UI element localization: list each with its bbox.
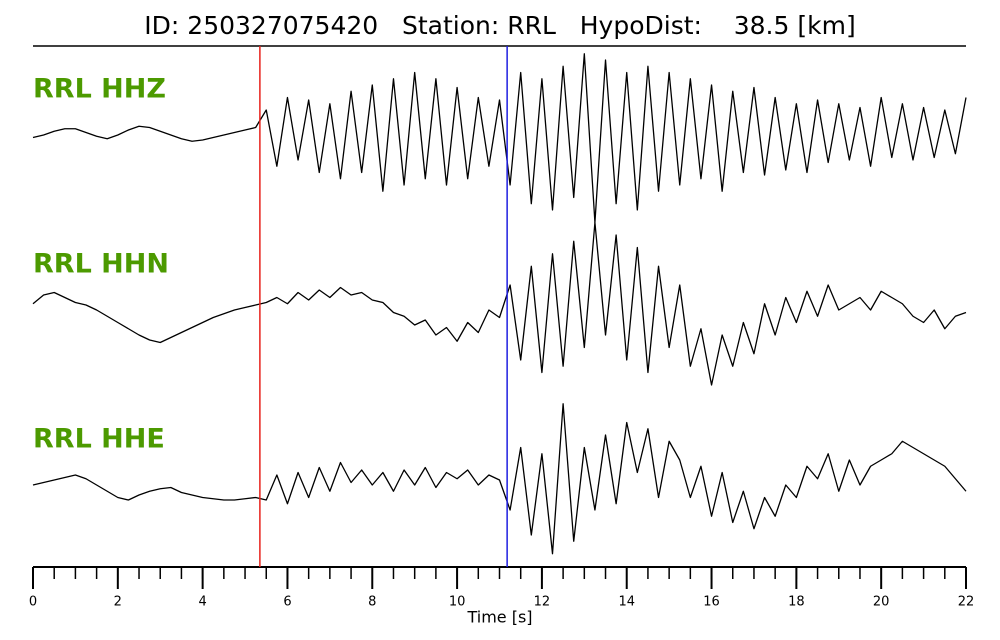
trace bbox=[32, 221, 967, 386]
x-tick-label: 12 bbox=[534, 595, 551, 610]
x-tick-label: 6 bbox=[283, 595, 291, 610]
trace bbox=[32, 403, 967, 555]
x-tick-label: 4 bbox=[198, 595, 206, 610]
chart-title: ID: 250327075420 Station: RRL HypoDist: … bbox=[144, 11, 855, 40]
trace-label: RRL HHZ bbox=[33, 74, 166, 105]
x-tick-label: 22 bbox=[958, 595, 975, 610]
x-tick-label: 2 bbox=[114, 595, 122, 610]
x-tick-label: 0 bbox=[29, 595, 37, 610]
x-tick-label: 16 bbox=[703, 595, 720, 610]
x-tick-label: 8 bbox=[368, 595, 376, 610]
trace-label: RRL HHE bbox=[33, 424, 165, 455]
x-tick-label: 20 bbox=[873, 595, 890, 610]
x-tick-label: 18 bbox=[788, 595, 805, 610]
x-tick-label: 10 bbox=[449, 595, 466, 610]
trace bbox=[32, 53, 967, 224]
x-tick-label: 14 bbox=[618, 595, 635, 610]
trace-label: RRL HHN bbox=[33, 249, 169, 280]
x-axis-label: Time [s] bbox=[466, 608, 532, 627]
